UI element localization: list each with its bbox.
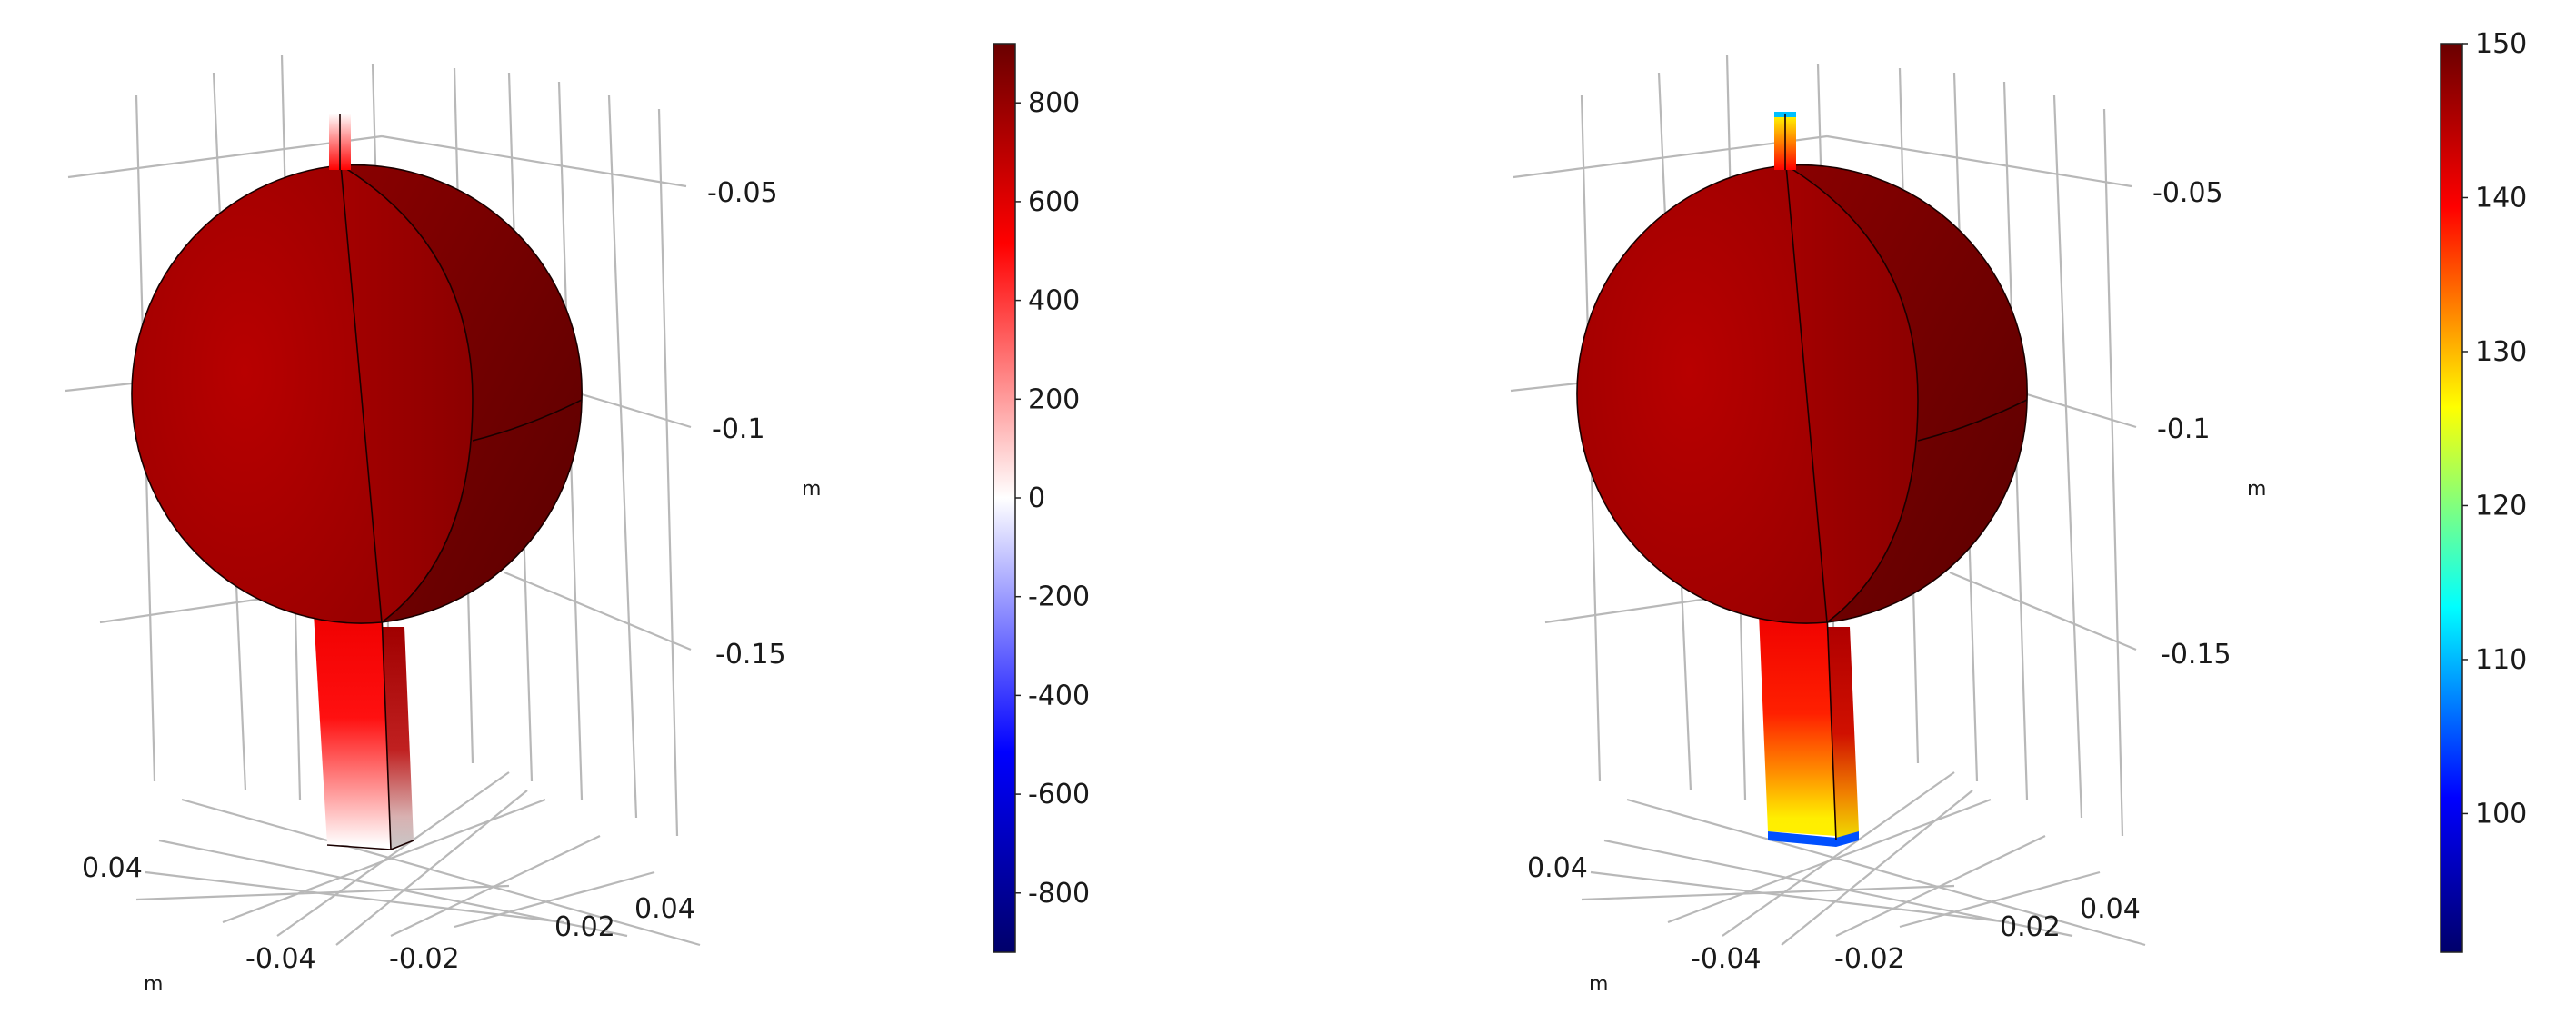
bottom-tick-label: -0.04 xyxy=(1691,943,1762,975)
plot-right: -0.05 -0.1 m -0.15 0.04 -0.04 -0.02 0.02… xyxy=(1510,28,2527,996)
colorbar-tick-label: 110 xyxy=(2475,644,2527,676)
colorbar-tick-label: 100 xyxy=(2475,798,2527,830)
colorbar-tick-label: 800 xyxy=(1028,87,1080,119)
right-tick-label: 0.02 xyxy=(2000,911,2061,943)
tip-left xyxy=(329,114,351,170)
stem-left xyxy=(314,612,414,850)
bottom-tick-label: -0.02 xyxy=(1834,943,1905,975)
colorbar-tick-label: 120 xyxy=(2475,490,2527,522)
right-tick-label: 0.02 xyxy=(554,911,615,943)
bottom-tick-label: -0.04 xyxy=(245,943,316,975)
colorbar-tick-label: 0 xyxy=(1028,482,1045,514)
colorbar-ticks-left: 800 600 400 200 0 -200 -400 -600 -800 xyxy=(1015,87,1090,910)
sphere-right xyxy=(1576,164,2028,624)
colorbar-tick-label: 150 xyxy=(2475,28,2527,60)
colorbar-tick-label: -200 xyxy=(1028,582,1090,613)
right-tick-label: 0.04 xyxy=(2080,893,2141,925)
colorbar-tick-label: 200 xyxy=(1028,383,1080,415)
z-tick-label: -0.15 xyxy=(715,639,786,671)
z-unit-label: m xyxy=(2247,478,2266,501)
z-tick-label: -0.1 xyxy=(712,413,765,445)
colorbar-tick-label: -800 xyxy=(1028,878,1090,910)
tip-right xyxy=(1774,112,1796,170)
x-tick-label: 0.04 xyxy=(1527,852,1588,884)
z-tick-label: -0.1 xyxy=(2157,413,2211,445)
colorbar-tick-label: 140 xyxy=(2475,182,2527,214)
colorbar-tick-label: 400 xyxy=(1028,285,1080,317)
plot-left: -0.05 -0.1 m -0.15 0.04 -0.04 -0.02 0.02… xyxy=(65,43,1090,996)
z-tick-label: -0.15 xyxy=(2161,639,2232,671)
colorbar-tick-label: 130 xyxy=(2475,336,2527,368)
z-unit-label: m xyxy=(802,478,821,501)
bottom-tick-label: -0.02 xyxy=(389,943,460,975)
right-tick-label: 0.04 xyxy=(634,893,695,925)
x-tick-label: 0.04 xyxy=(82,852,143,884)
colorbar-tick-label: -600 xyxy=(1028,779,1090,810)
bottom-unit-label: m xyxy=(144,973,163,996)
stem-right xyxy=(1759,612,1859,847)
z-tick-label: -0.05 xyxy=(2152,177,2223,209)
bottom-unit-label: m xyxy=(1589,973,1608,996)
sphere-left xyxy=(131,164,583,624)
z-tick-label: -0.05 xyxy=(707,177,778,209)
colorbar-tick-label: -400 xyxy=(1028,680,1090,711)
colorbar-right: 150 140 130 120 110 100 xyxy=(2440,28,2527,953)
colorbar-ticks-right: 150 140 130 120 110 100 xyxy=(2462,28,2527,830)
colorbar-left: 800 600 400 200 0 -200 -400 -600 -800 xyxy=(993,43,1090,953)
colorbar-tick-label: 600 xyxy=(1028,186,1080,218)
